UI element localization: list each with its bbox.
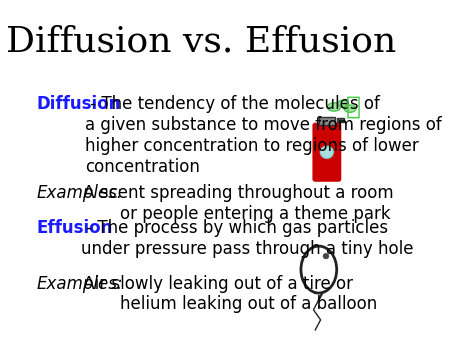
Ellipse shape — [301, 246, 337, 293]
Text: Air slowly leaking out of a tire or
        helium leaking out of a balloon: Air slowly leaking out of a tire or heli… — [77, 274, 377, 313]
FancyBboxPatch shape — [314, 124, 340, 181]
Ellipse shape — [344, 105, 356, 112]
Text: A scent spreading throughout a room
        or people entering a theme park: A scent spreading throughout a room or p… — [77, 184, 393, 223]
Circle shape — [323, 254, 329, 259]
Text: Examples:: Examples: — [36, 184, 123, 202]
Ellipse shape — [327, 103, 341, 111]
Text: - The process by which gas particles
under pressure pass through a tiny hole: - The process by which gas particles und… — [81, 219, 414, 258]
Text: 💨: 💨 — [346, 95, 360, 119]
Text: Examples:: Examples: — [36, 274, 123, 293]
Text: Diffusion vs. Effusion: Diffusion vs. Effusion — [6, 25, 396, 59]
Text: Diffusion: Diffusion — [36, 95, 121, 113]
Circle shape — [320, 146, 333, 158]
Bar — [319, 117, 335, 125]
Text: - The tendency of the molecules of
a given substance to move from regions of
hig: - The tendency of the molecules of a giv… — [85, 95, 441, 176]
Ellipse shape — [338, 100, 348, 107]
Bar — [337, 118, 344, 122]
Text: Effusion: Effusion — [36, 219, 113, 237]
